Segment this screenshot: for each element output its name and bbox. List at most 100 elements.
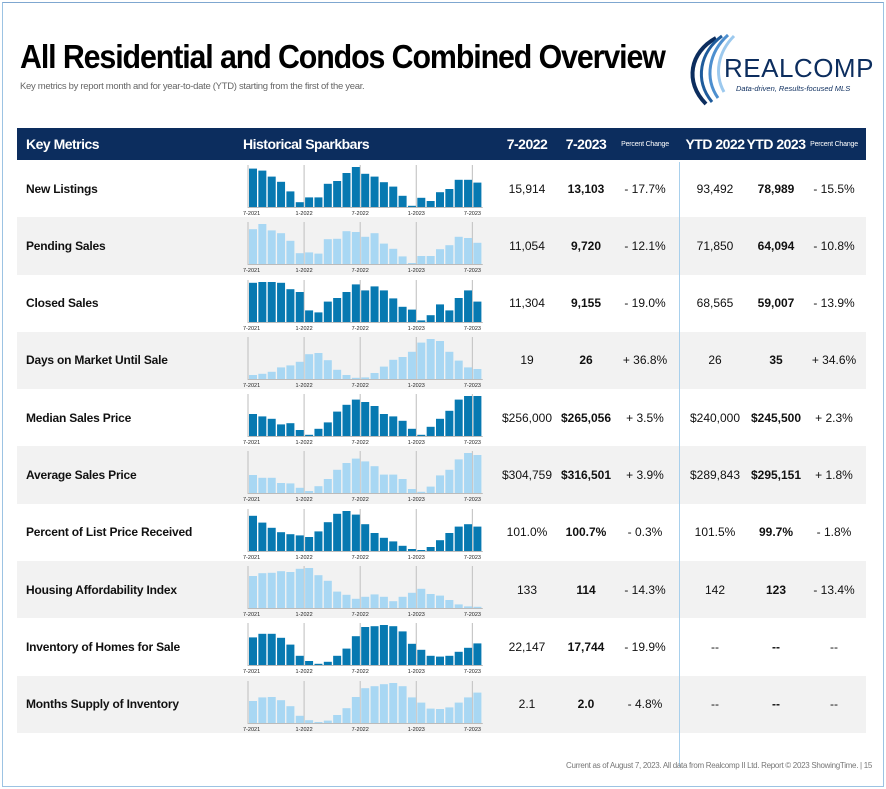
sparkbar [417, 702, 426, 723]
sparkbar [295, 202, 304, 207]
sparkbar [286, 288, 295, 322]
value-7-2023: $265,056 [560, 410, 612, 425]
value-7-2022: 133 [516, 582, 538, 597]
sparkbar-chart: 7-2021 1-2022 7-2022 1-2023 7-2023 [243, 279, 483, 332]
value-ytd-2022: -- [711, 639, 719, 654]
sparkbar [351, 696, 360, 723]
sparkbar [454, 526, 463, 551]
table-row: Closed Sales 11,304 9,155 - 19.0% 68,565 59,0… [17, 275, 866, 332]
ytd-percent-change: + 1.8% [815, 467, 853, 482]
sparkbar-axis-label: 7-2022 [352, 612, 369, 618]
sparkbar [445, 532, 454, 551]
sparkbar [370, 685, 379, 723]
value-7-2023: 9,155 [570, 296, 602, 311]
sparkbar [361, 596, 370, 609]
sparkbar [323, 183, 332, 207]
sparkbar-axis-label: 7-2021 [243, 326, 260, 332]
header-ytd-2022: YTD 2022 [685, 136, 745, 152]
value-ytd-2023: 59,007 [757, 296, 795, 311]
ytd-percent-change: -- [830, 697, 838, 712]
sparkbar [314, 428, 323, 437]
sparkbar [258, 478, 267, 494]
sparkbar-chart: 7-2021 1-2022 7-2022 1-2023 7-2023 [243, 222, 483, 274]
value-ytd-2023: -- [772, 639, 780, 654]
sparkbar [267, 696, 276, 723]
sparkbar-chart: 7-2021 1-2022 7-2022 1-2023 7-2023 [243, 451, 483, 503]
sparkbar [370, 406, 379, 437]
value-7-2022: 11,304 [509, 296, 545, 311]
sparkbar [436, 418, 444, 437]
sparkbar-axis-label: 1-2023 [408, 326, 425, 332]
sparkbar [389, 249, 398, 265]
sparkbar [258, 373, 267, 379]
sparkbar [351, 167, 360, 207]
sparkbar [389, 359, 398, 379]
sparkbar-axis-label: 7-2021 [243, 268, 260, 274]
sparkbar [464, 453, 473, 494]
sparkbar [361, 627, 370, 666]
sparkbar-axis-label: 7-2023 [464, 326, 481, 332]
sparkbar [249, 576, 257, 609]
sparkbar [277, 531, 286, 551]
sparkbar [277, 181, 286, 207]
sparkbar-chart: 7-2021 1-2022 7-2022 1-2023 7-2023 [243, 623, 483, 675]
sparkbar [379, 537, 388, 551]
sparkbar-axis-label: 1-2022 [296, 326, 313, 332]
sparkbar [389, 186, 398, 207]
sparkbar [407, 263, 416, 265]
value-ytd-2023: 99.7% [758, 525, 794, 540]
sparkbar [389, 541, 398, 551]
ytd-percent-change: - 13.4% [813, 582, 855, 597]
sparkbar-axis-label: 7-2022 [352, 268, 369, 274]
sparkbar [426, 314, 435, 322]
sparkbar [370, 233, 379, 265]
value-7-2022: 11,054 [509, 238, 545, 253]
sparkbar [417, 342, 426, 379]
percent-change: + 36.8% [622, 353, 668, 368]
sparkbar-axis-label: 1-2023 [408, 727, 425, 733]
sparkbar [445, 600, 454, 609]
sparkbar [361, 289, 370, 322]
sparkbar [314, 664, 323, 666]
sparkbar [323, 422, 332, 437]
sparkbar [398, 195, 407, 207]
sparkbar [473, 643, 482, 666]
sparkbar [323, 479, 332, 494]
sparkbar [445, 707, 454, 723]
sparkbar [277, 424, 286, 437]
sparkbar [398, 479, 407, 494]
ytd-percent-change: - 1.8% [816, 525, 852, 540]
sparkbar-chart: 7-2021 1-2022 7-2022 1-2023 7-2023 [243, 566, 483, 618]
percent-change: - 19.0% [624, 296, 666, 311]
sparkbar-axis-label: 1-2023 [408, 211, 425, 217]
header-7-2023: 7-2023 [565, 136, 607, 152]
ytd-percent-change: - 15.5% [813, 181, 855, 196]
sparkbar [370, 532, 379, 551]
table-row: New Listings 15,914 13,103 - 17.7% 93,492 78,… [17, 160, 866, 217]
sparkbar [398, 596, 407, 609]
value-7-2023: 2.0 [577, 697, 595, 712]
sparkbar [305, 197, 314, 207]
percent-change: - 0.3% [627, 525, 663, 540]
percent-change: + 3.9% [626, 467, 664, 482]
sparkbar [454, 297, 463, 322]
metric-label: Percent of List Price Received [26, 525, 193, 540]
sparkbar [342, 173, 351, 207]
sparkbar-axis-label: 7-2021 [243, 669, 260, 675]
percent-change: + 3.5% [626, 410, 664, 425]
sparkbar [361, 461, 370, 494]
value-7-2022: 22,147 [508, 639, 546, 654]
sparkbar [314, 197, 323, 207]
value-7-2022: 2.1 [518, 697, 536, 712]
sparkbar [249, 282, 257, 322]
sparkbar [295, 656, 304, 666]
sparkbar [426, 656, 435, 666]
sparkbar [277, 233, 286, 265]
sparkbar-axis-label: 7-2022 [352, 497, 369, 503]
sparkbar [295, 715, 304, 723]
sparkbar [370, 466, 379, 494]
percent-change: - 14.3% [624, 582, 666, 597]
table-row: Inventory of Homes for Sale 22,147 17,744 -… [17, 618, 866, 675]
table-row: Pending Sales 11,054 9,720 - 12.1% 71,850 64,… [17, 217, 866, 275]
sparkbar [249, 229, 257, 265]
